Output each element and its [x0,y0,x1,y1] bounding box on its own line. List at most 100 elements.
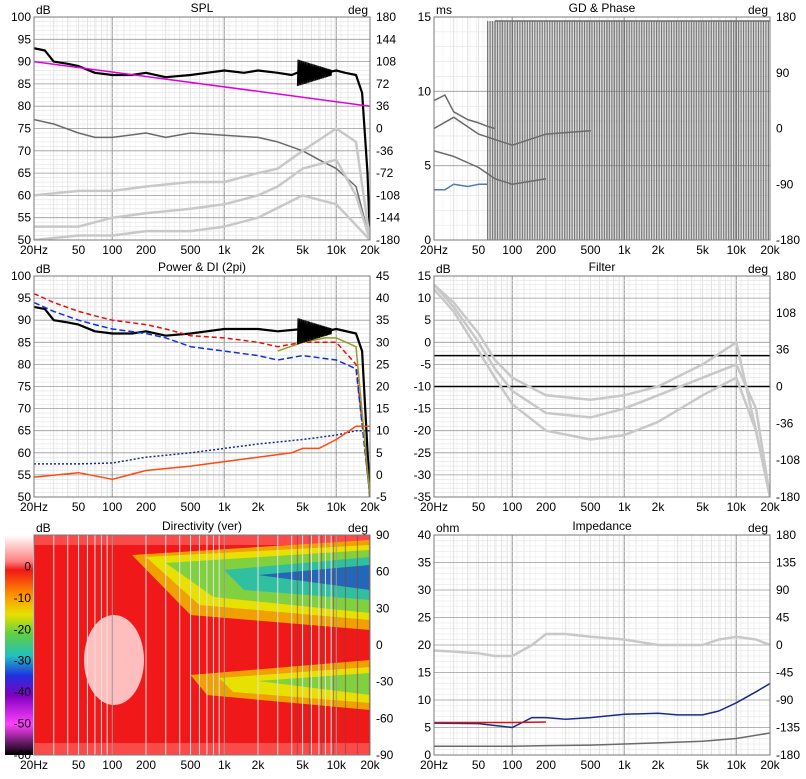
y-tick-label: 60 [18,188,32,202]
colorbar-tick-label: -10 [14,591,32,605]
x-tick-label: 10k [327,758,347,772]
y2-tick-label: 90 [376,528,390,542]
series-line [34,118,370,240]
x-tick-label: 10k [727,243,747,257]
x-tick-label: 200 [136,758,156,772]
x-tick-label: 10k [327,500,347,514]
x-tick-label: 100 [502,758,522,772]
series-line [34,305,370,497]
x-tick-label: 200 [536,758,556,772]
series-line [34,293,370,497]
colorbar-tick-label: -30 [14,654,32,668]
y2-tick-label: -45 [776,666,794,680]
hf-ripple [296,318,333,345]
x-tick-label: 5k [696,500,710,514]
x-tick-label: 500 [581,243,601,257]
series-line [34,425,370,481]
hf-ripple-line [296,59,333,87]
y-tick-label: 95 [18,291,32,305]
chart-title: Power & DI (2pi) [158,260,246,274]
x-tick-label: 1k [618,500,632,514]
y-tick-label: 50 [18,233,32,247]
series-line [34,194,370,240]
x-tick-label: 2k [252,500,266,514]
series-line [34,127,370,240]
plot-frame [433,534,771,756]
y2-tick-label: 108 [376,55,396,69]
y2-tick-label: 30 [376,601,390,615]
y2-tick-label: 108 [776,306,796,320]
x-tick-label: 200 [136,500,156,514]
y-tick-label: 15 [418,269,432,283]
left-unit-label: ohm [436,521,459,535]
chart-title: GD & Phase [569,1,636,15]
x-tick-label: 10k [727,500,747,514]
hf-ripple-line [296,318,333,345]
series-group-2 [34,293,370,497]
x-tick-label: 5k [696,758,710,772]
y-tick-label: 85 [18,335,32,349]
x-tick-label: 50 [72,758,86,772]
y-tick-label: 65 [18,424,32,438]
y2-tick-label: 180 [776,10,796,24]
left-unit-label: dB [36,262,51,276]
x-tick-label: 100 [102,758,122,772]
x-tick-label: 1k [218,243,232,257]
series-line [34,301,370,497]
y2-tick-label: 5 [376,446,383,460]
x-tick-label: 2k [652,243,666,257]
right-unit-label: deg [348,521,368,535]
right-unit-label: deg [748,521,768,535]
y-tick-label: 70 [18,144,32,158]
y2-tick-label: -60 [376,711,394,725]
chart-panel-0: SPL dB deg 100 95 90 85 80 75 70 65 60 55 50 180 144 108… [11,1,400,257]
y-tick-label: 85 [18,77,32,91]
y2-tick-label: -180 [776,748,800,762]
y-tick-label: 50 [18,490,32,504]
y2-tick-label: -108 [776,453,800,467]
y-tick-label: 40 [418,528,432,542]
y-tick-label: 15 [418,10,432,24]
series-line [434,183,488,191]
x-tick-label: 5k [296,758,310,772]
x-tick-label: 100 [102,243,122,257]
y2-tick-label: 0 [376,638,383,652]
x-tick-label: 20k [760,243,780,257]
y-tick-label: -30 [414,468,432,482]
left-unit-label: dB [36,3,51,17]
y-tick-label: 10 [418,291,432,305]
x-tick-label: 20Hz [420,243,448,257]
y2-tick-label: -135 [776,721,800,735]
y-tick-label: 5 [424,313,431,327]
y-tick-label: 5 [424,159,431,173]
series-line [434,682,770,729]
y2-tick-label: 36 [776,343,790,357]
y2-tick-label: 0 [776,638,783,652]
y2-tick-label: 20 [376,380,390,394]
x-tick-label: 20Hz [20,243,48,257]
x-tick-label: 200 [136,243,156,257]
y2-tick-label: 180 [376,10,396,24]
plot-frame [433,16,771,241]
series-group-0 [34,47,370,240]
y-tick-label: -35 [414,490,432,504]
x-tick-label: 500 [581,758,601,772]
y2-tick-label: -108 [376,188,400,202]
series-group-3 [434,283,770,497]
y-tick-label: -15 [414,402,432,416]
plot-frame [33,275,371,498]
y-tick-label: 80 [18,99,32,113]
x-tick-label: 20k [360,500,380,514]
y2-tick-label: -144 [376,211,400,225]
y2-tick-label: 45 [776,611,790,625]
y-tick-label: 15 [418,666,432,680]
x-tick-label: 20Hz [20,500,48,514]
plot-frame [33,534,371,756]
heatmap-bottom-edge [34,743,370,755]
right-unit-label: deg [748,262,768,276]
series-line [434,288,770,497]
y2-tick-label: 0 [376,122,383,136]
x-tick-label: 20k [760,758,780,772]
x-tick-label: 20Hz [420,500,448,514]
